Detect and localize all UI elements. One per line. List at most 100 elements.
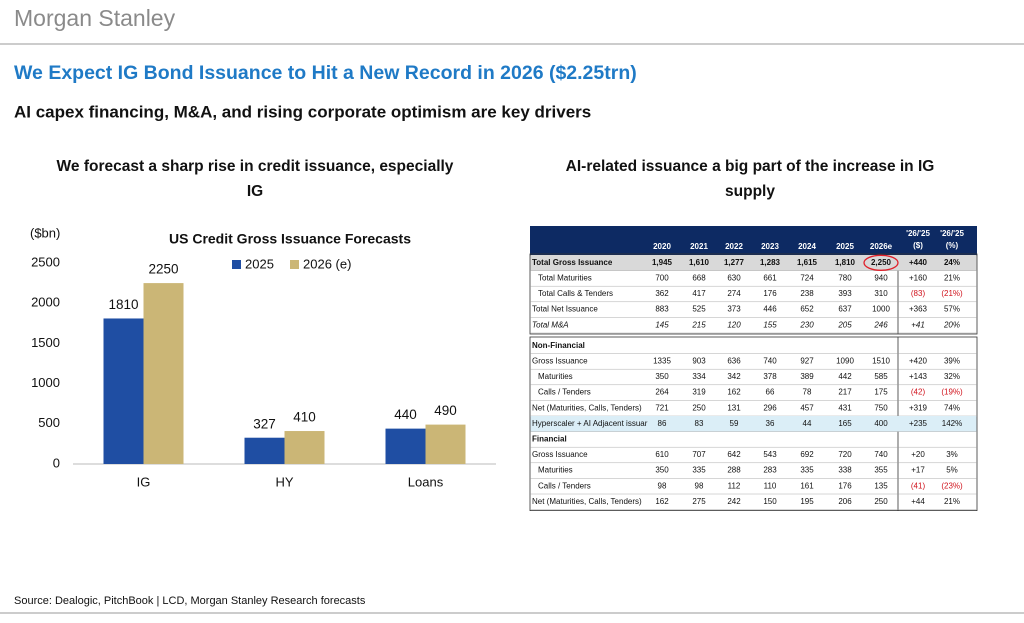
highlight-circle [863, 254, 899, 271]
table-cell: 57% [944, 305, 960, 314]
table-cell: 176 [838, 481, 852, 490]
table-cell: 350 [655, 372, 669, 381]
table-cell: 1090 [836, 357, 854, 366]
table-cell: 283 [763, 466, 777, 475]
x-tick-label: Loans [408, 474, 444, 489]
table-cell: 310 [874, 289, 888, 298]
table-cell: 335 [800, 466, 814, 475]
table-cell: 692 [800, 450, 814, 459]
table-cell: 661 [763, 274, 777, 283]
y-tick-label: 1500 [31, 335, 60, 350]
table-cell: 145 [655, 320, 669, 329]
table-cell: 250 [874, 497, 888, 506]
table-cell: 5% [946, 466, 958, 475]
table-cell: 215 [691, 320, 706, 329]
table-cell: 1,945 [652, 258, 673, 267]
table-cell: 110 [764, 481, 777, 490]
row-label: Hyperscaler + AI Adjacent issuar [532, 419, 648, 428]
table-cell: 2,250 [871, 258, 892, 267]
table-cell: 721 [655, 403, 669, 412]
table-cell: 630 [727, 274, 741, 283]
data-label: 490 [434, 403, 457, 418]
table-cell: +319 [909, 403, 928, 412]
table-cell: 98 [658, 481, 667, 490]
table-block [529, 336, 978, 512]
table-cell: 155 [763, 320, 777, 329]
row-label: Calls / Tenders [538, 481, 591, 490]
table-cell: 165 [838, 419, 852, 428]
table-cell: 780 [838, 274, 852, 283]
table-cell: 74% [944, 403, 960, 412]
table-cell: 120 [727, 320, 741, 329]
table-cell: 205 [837, 320, 852, 329]
column-header: '26/'25 [940, 229, 964, 238]
column-header: 2024 [798, 242, 816, 251]
table-cell: 750 [874, 403, 888, 412]
table-cell: 135 [874, 481, 888, 490]
table-cell: +41 [911, 320, 925, 329]
y-tick-label: 500 [38, 415, 60, 430]
table-cell: 636 [727, 357, 741, 366]
y-tick-label: 2500 [31, 254, 60, 269]
table-cell: 355 [874, 466, 888, 475]
y-tick-label: 1000 [31, 375, 60, 390]
table-cell: 700 [655, 274, 669, 283]
table-cell: +235 [909, 419, 928, 428]
table-cell: 319 [692, 388, 706, 397]
row-label: Financial [532, 435, 567, 444]
table-cell: 83 [695, 419, 704, 428]
table-cell: 400 [874, 419, 888, 428]
table-cell: 3% [946, 450, 958, 459]
table-cell: 883 [655, 305, 669, 314]
table-cell: 131 [727, 403, 741, 412]
column-header: (%) [946, 241, 959, 250]
panel-heading: IG [247, 183, 263, 200]
panel-heading: We forecast a sharp rise in credit issua… [57, 158, 454, 175]
table-block [529, 253, 978, 335]
column-header: 2023 [761, 242, 779, 251]
table-cell: 338 [838, 466, 852, 475]
row-label: Net (Maturities, Calls, Tenders) [532, 403, 642, 412]
table-cell: 1335 [653, 357, 671, 366]
table-cell: +440 [909, 258, 928, 267]
table-cell: 21% [944, 497, 960, 506]
table-cell: 175 [874, 388, 888, 397]
table-cell: +17 [911, 466, 925, 475]
legend-label: 2025 [245, 256, 274, 271]
table-cell: 1510 [872, 357, 890, 366]
table-cell: 724 [800, 274, 814, 283]
table-cell: (42) [911, 388, 926, 397]
table-cell: 264 [655, 388, 669, 397]
table-cell: 362 [655, 289, 669, 298]
table-cell: 668 [692, 274, 706, 283]
table-cell: 242 [727, 497, 741, 506]
table-cell: +143 [909, 372, 928, 381]
table-header [530, 226, 977, 256]
table-cell: 86 [658, 419, 667, 428]
column-header: 2020 [653, 242, 671, 251]
bar [425, 424, 466, 464]
table-cell: 610 [655, 450, 669, 459]
table-cell: (83) [911, 289, 926, 298]
table-cell: 288 [727, 466, 741, 475]
table-cell: 206 [838, 497, 852, 506]
table-cell: 740 [763, 357, 777, 366]
row-shade [530, 255, 977, 271]
table-cell: 36 [766, 419, 775, 428]
table-cell: 274 [727, 289, 741, 298]
row-label: Total Gross Issuance [532, 258, 613, 267]
table-cell: 720 [838, 450, 852, 459]
table-cell: 1,810 [835, 258, 856, 267]
table-cell: 652 [800, 305, 814, 314]
table-cell: 927 [800, 357, 814, 366]
table-cell: 230 [799, 320, 814, 329]
column-header: 2026e [870, 242, 893, 251]
legend-swatch [232, 260, 241, 269]
row-label: Maturities [538, 372, 573, 381]
row-label: Total Net Issuance [532, 305, 598, 314]
table-cell: 342 [727, 372, 741, 381]
table-cell: 275 [692, 497, 706, 506]
table-cell: 637 [838, 305, 852, 314]
row-label: Gross Issuance [532, 450, 588, 459]
